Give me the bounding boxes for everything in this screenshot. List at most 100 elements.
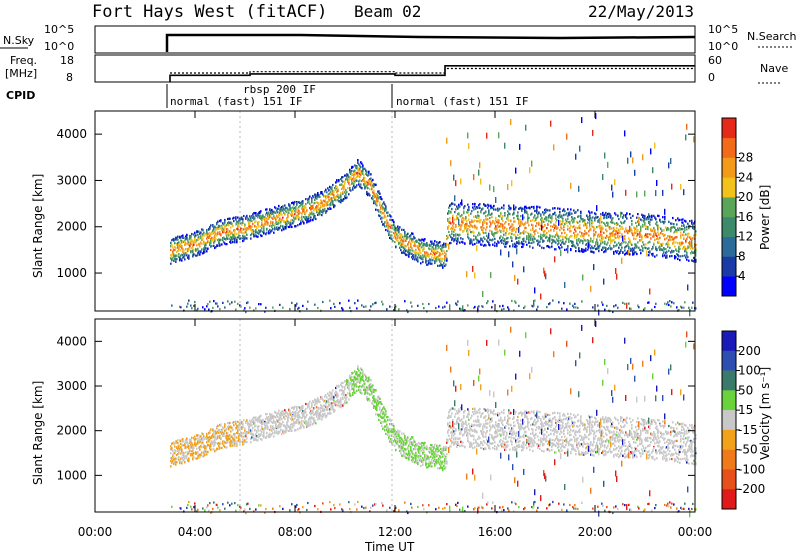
power-cell	[321, 210, 323, 213]
power-cell	[240, 218, 242, 221]
power-cell	[410, 301, 412, 304]
velocity-cell	[270, 424, 272, 428]
power-cell	[522, 207, 524, 210]
power-cell	[486, 225, 488, 229]
power-cell	[193, 248, 195, 251]
power-cell	[355, 165, 357, 168]
power-cell	[666, 303, 668, 306]
power-cell	[659, 245, 661, 248]
power-cell	[419, 244, 421, 247]
power-cell	[646, 235, 648, 238]
power-cell	[693, 260, 695, 263]
power-cell	[511, 239, 513, 242]
power-cell	[515, 230, 517, 234]
velocity-cell	[225, 435, 227, 438]
power-cell	[499, 305, 501, 308]
power-cell	[428, 253, 430, 256]
power-cell	[209, 300, 211, 303]
velocity-cell	[239, 421, 241, 424]
power-cell	[389, 305, 391, 308]
power-cell	[548, 230, 550, 233]
power-cell	[377, 209, 379, 212]
power-cell	[201, 234, 203, 237]
power-cell	[222, 229, 224, 232]
power-cell	[585, 247, 587, 250]
power-cell	[266, 211, 268, 214]
power-cell	[313, 212, 315, 215]
velocity-cell	[210, 443, 212, 446]
power-cell	[401, 238, 403, 241]
power-cell	[594, 233, 596, 236]
power-cell	[258, 232, 260, 235]
power-cell	[632, 250, 634, 253]
velocity-cell	[192, 449, 194, 452]
velocity-cell	[232, 428, 234, 431]
power-cell	[552, 240, 554, 244]
power-cell	[241, 222, 243, 225]
power-cell	[507, 184, 509, 190]
power-cell	[330, 193, 332, 196]
velocity-cell	[262, 421, 264, 424]
power-cell	[603, 251, 605, 254]
power-cell	[571, 216, 573, 219]
velocity-cell	[228, 438, 230, 441]
power-cell	[423, 247, 425, 250]
velocity-cell	[275, 421, 277, 424]
velocity-cell	[258, 436, 260, 439]
power-cell	[340, 183, 342, 186]
power-cell	[331, 188, 333, 191]
power-cell	[518, 304, 520, 307]
freq-left-label-1: Freq.	[10, 54, 37, 67]
power-cell	[508, 308, 510, 311]
velocity-cell	[280, 416, 282, 419]
power-cell	[196, 254, 198, 257]
power-cell	[606, 214, 608, 217]
power-cell	[285, 221, 287, 224]
power-cell	[422, 260, 424, 264]
power-cell	[399, 235, 401, 238]
power-cell	[571, 240, 573, 243]
velocity-cell	[213, 435, 215, 439]
power-cell	[196, 230, 198, 233]
velocity-cell	[197, 440, 199, 443]
velocity-cell	[203, 444, 205, 447]
velocity-cell	[178, 449, 180, 453]
power-cell	[532, 227, 534, 230]
power-cell	[244, 307, 246, 310]
power-cell	[682, 218, 684, 221]
power-cell	[246, 233, 248, 236]
power-cell	[525, 221, 527, 224]
power-cell	[587, 239, 589, 242]
power-cell	[629, 213, 631, 216]
power-cell	[354, 171, 356, 174]
power-cell	[475, 236, 477, 239]
power-cell	[524, 305, 526, 308]
power-cell	[642, 154, 644, 161]
power-cell	[622, 301, 624, 304]
power-cell	[327, 187, 329, 190]
power-cell	[305, 198, 307, 201]
velocity-cell	[204, 437, 206, 441]
power-cell	[536, 205, 538, 208]
power-cell	[351, 166, 353, 169]
power-cell	[530, 233, 532, 236]
velocity-cell	[284, 417, 286, 420]
power-cell	[678, 245, 680, 248]
power-cell	[592, 129, 594, 136]
power-cell	[399, 226, 401, 229]
power-cell	[311, 201, 313, 204]
power-cell	[263, 232, 265, 235]
power-cell	[356, 172, 358, 175]
power-cell	[574, 302, 576, 305]
power-cell	[462, 230, 464, 233]
power-cell	[669, 255, 671, 258]
power-cell	[576, 220, 578, 223]
power-cell	[634, 231, 636, 234]
power-cell	[221, 224, 223, 227]
velocity-cell	[205, 447, 207, 450]
power-cell	[530, 213, 532, 216]
velocity-cell	[222, 442, 224, 445]
power-cell	[498, 209, 500, 212]
power-cell	[344, 182, 346, 185]
velocity-cell	[278, 423, 280, 426]
